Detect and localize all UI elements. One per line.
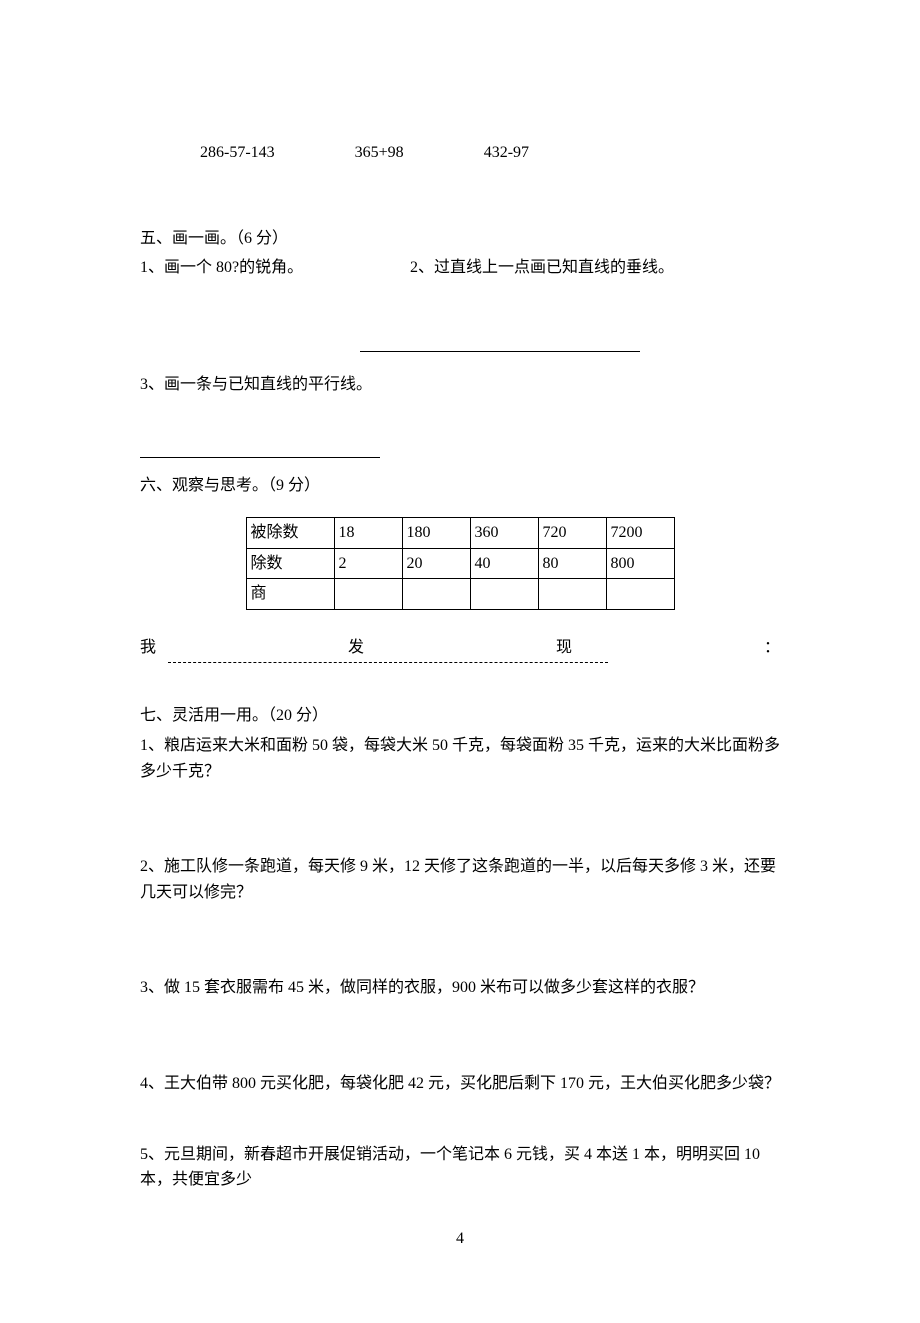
table-cell (470, 579, 538, 610)
table-cell: 80 (538, 548, 606, 579)
draw-items-row: 1、画一个 80?的锐角。 2、过直线上一点画已知直线的垂线。 (140, 255, 780, 281)
calculation-row: 286-57-143 365+98 432-97 (200, 140, 780, 166)
problem-4: 4、王大伯带 800 元买化肥，每袋化肥 42 元，买化肥后剩下 170 元，王… (140, 1071, 780, 1097)
division-table-wrap: 被除数 18 180 360 720 7200 除数 2 20 40 80 80… (140, 517, 780, 610)
table-cell: 720 (538, 517, 606, 548)
drawing-line-2 (140, 457, 380, 458)
table-cell: 2 (334, 548, 402, 579)
discovery-char: 现 (556, 635, 572, 661)
table-cell (538, 579, 606, 610)
problem-5: 5、元旦期间，新春超市开展促销活动，一个笔记本 6 元钱，买 4 本送 1 本，… (140, 1142, 780, 1193)
draw-item-1: 1、画一个 80?的锐角。 (140, 255, 410, 281)
row-label-dividend: 被除数 (246, 517, 334, 548)
table-cell (402, 579, 470, 610)
draw-item-2: 2、过直线上一点画已知直线的垂线。 (410, 255, 780, 281)
calc-expr-2: 365+98 (355, 140, 404, 166)
table-cell: 360 (470, 517, 538, 548)
table-cell: 40 (470, 548, 538, 579)
section-6-title: 六、观察与思考。（9 分） (140, 473, 780, 499)
discovery-line: 我 发 现 ： (140, 635, 780, 661)
table-row: 被除数 18 180 360 720 7200 (246, 517, 674, 548)
problem-2: 2、施工队修一条跑道，每天修 9 米，12 天修了这条跑道的一半，以后每天多修 … (140, 854, 780, 905)
section-7-title: 七、灵活用一用。（20 分） (140, 703, 780, 729)
table-cell (606, 579, 674, 610)
problem-3: 3、做 15 套衣服需布 45 米，做同样的衣服，900 米布可以做多少套这样的… (140, 975, 780, 1001)
discovery-colon: ： (764, 635, 780, 661)
table-cell (334, 579, 402, 610)
discovery-char: 发 (348, 635, 364, 661)
page-number: 4 (0, 1226, 920, 1252)
row-label-quotient: 商 (246, 579, 334, 610)
table-cell: 20 (402, 548, 470, 579)
problem-1: 1、粮店运来大米和面粉 50 袋，每袋大米 50 千克，每袋面粉 35 千克，运… (140, 733, 780, 784)
draw-item-3: 3、画一条与已知直线的平行线。 (140, 372, 780, 398)
calc-expr-1: 286-57-143 (200, 140, 275, 166)
discovery-fill-line (168, 662, 608, 663)
table-row: 除数 2 20 40 80 800 (246, 548, 674, 579)
table-cell: 7200 (606, 517, 674, 548)
table-cell: 180 (402, 517, 470, 548)
table-cell: 18 (334, 517, 402, 548)
row-label-divisor: 除数 (246, 548, 334, 579)
calc-expr-3: 432-97 (484, 140, 529, 166)
table-row: 商 (246, 579, 674, 610)
discovery-char: 我 (140, 635, 156, 661)
table-cell: 800 (606, 548, 674, 579)
division-table: 被除数 18 180 360 720 7200 除数 2 20 40 80 80… (246, 517, 675, 610)
section-5-title: 五、画一画。（6 分） (140, 226, 780, 252)
drawing-line-1 (360, 351, 640, 352)
